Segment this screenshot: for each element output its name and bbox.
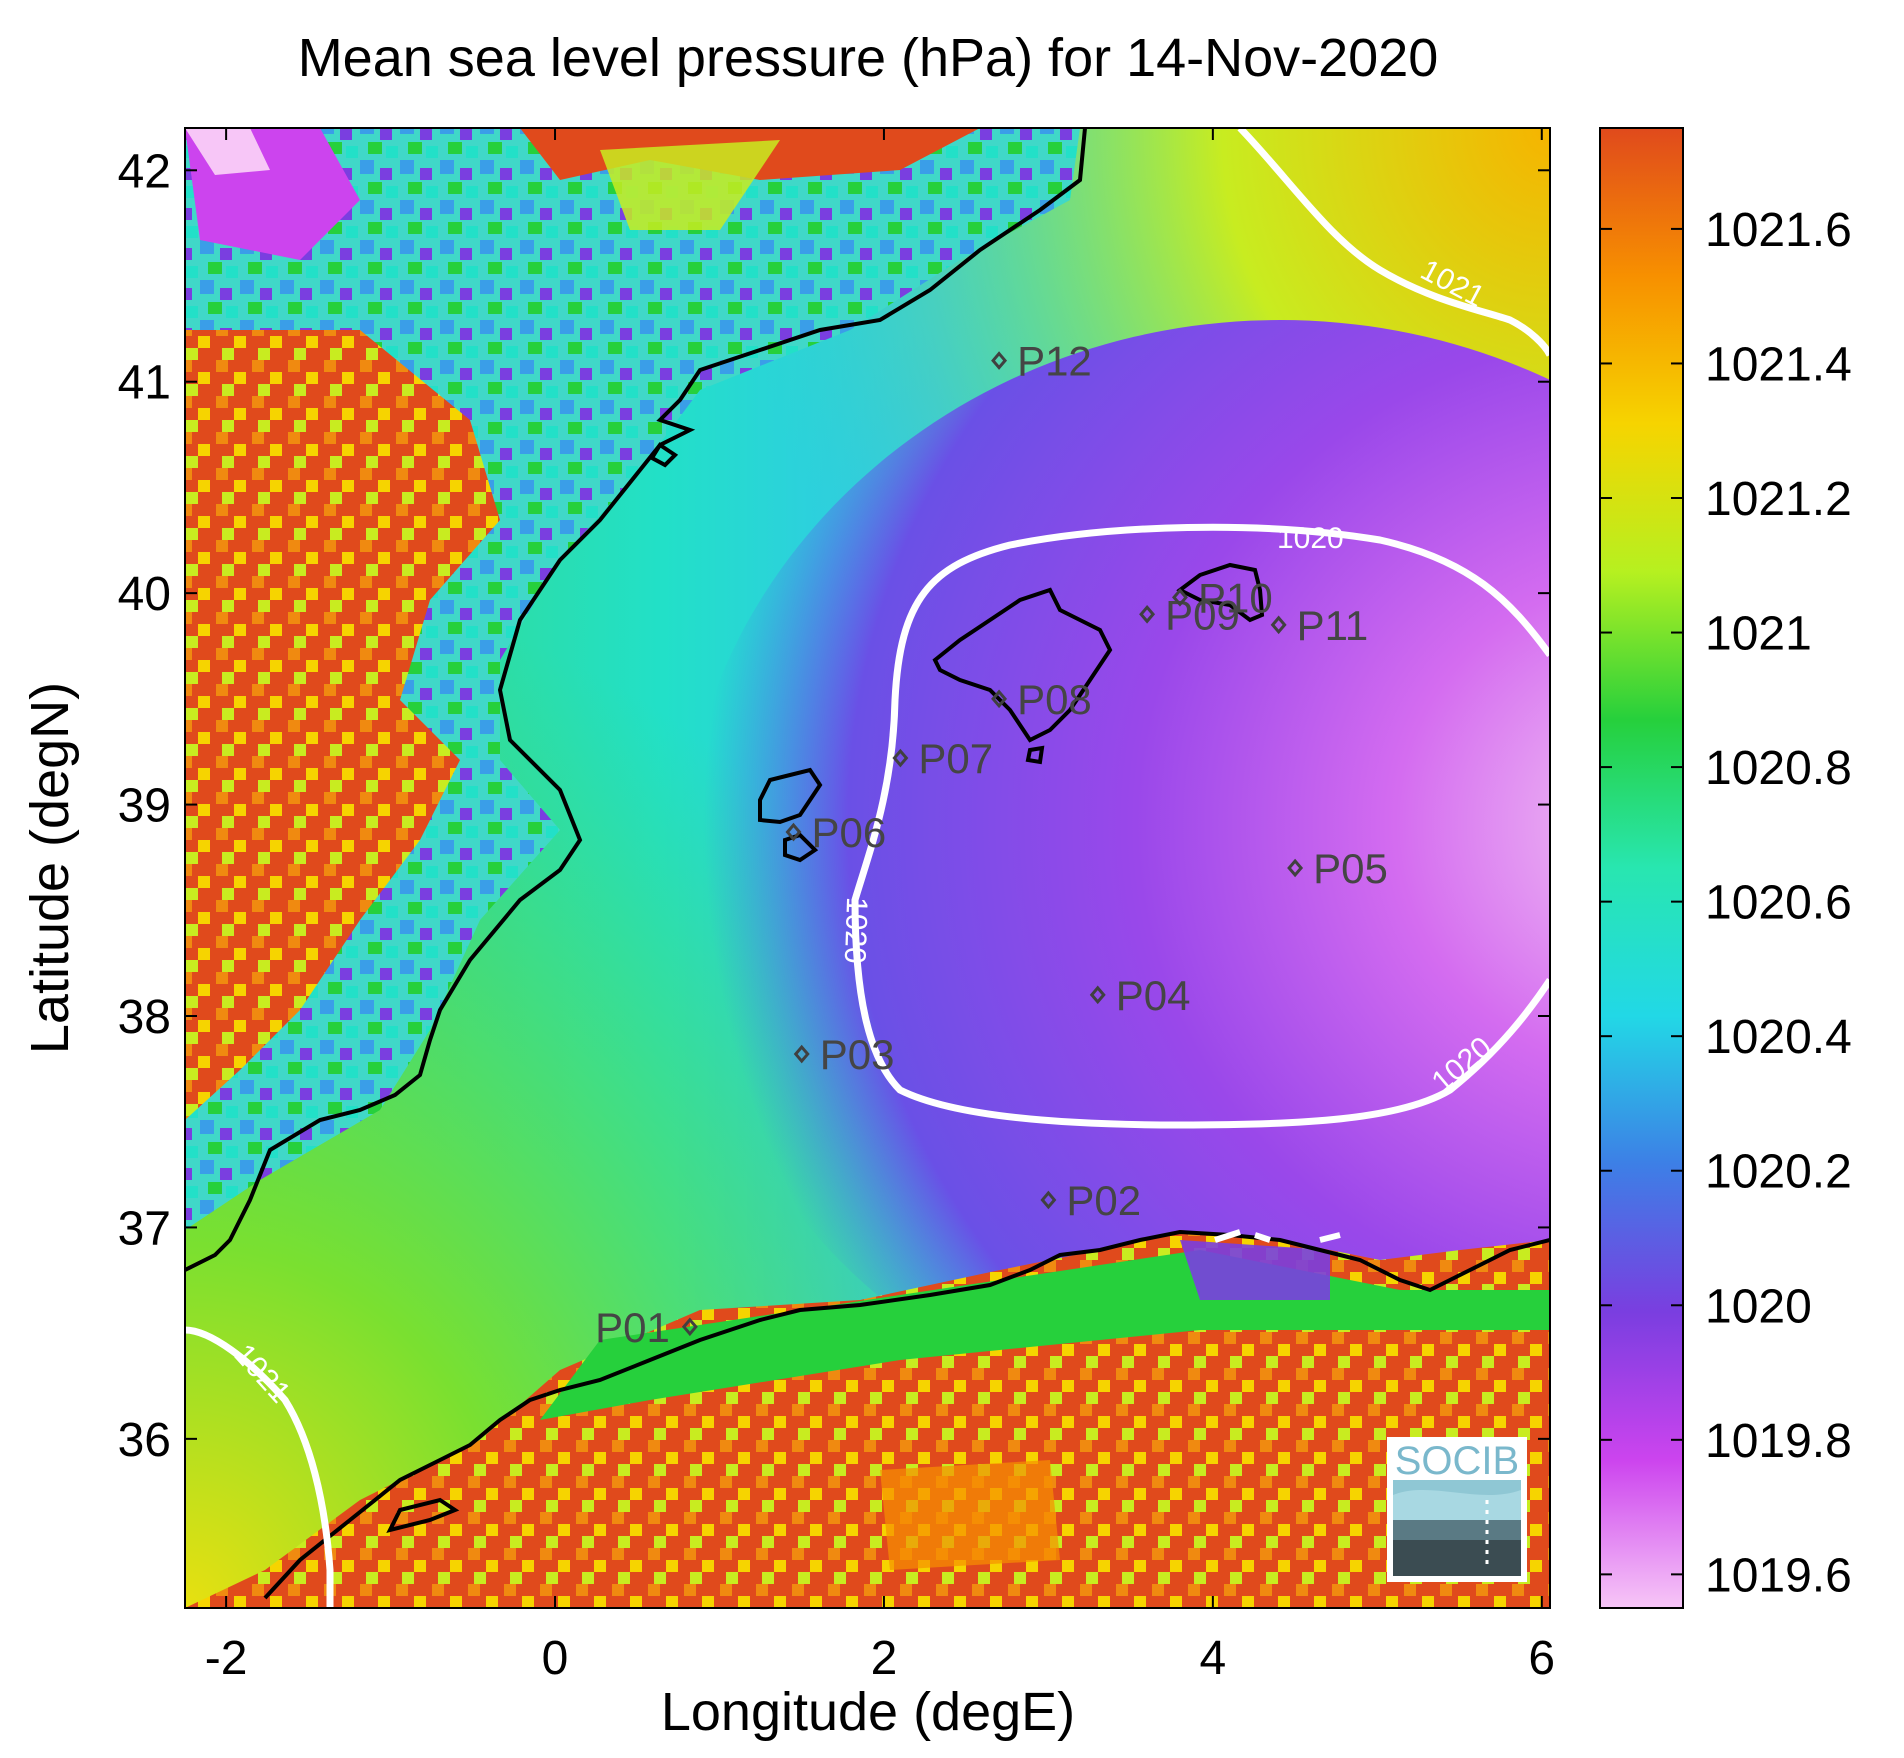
y-tick-label: 41: [118, 357, 171, 410]
x-axis: -2 0 2 4 6: [205, 128, 1555, 1685]
coastlines: [185, 128, 1550, 1600]
colorbar-tick-label: 1020: [1705, 1280, 1812, 1333]
station-label: P03: [820, 1031, 895, 1078]
station-label: P08: [1017, 676, 1092, 723]
station-label: P11: [1297, 602, 1369, 649]
colorbar-tick-label: 1021.4: [1705, 338, 1852, 391]
colorbar-tick-label: 1019.6: [1705, 1549, 1852, 1602]
station-marker: [793, 1044, 810, 1064]
y-tick-label: 38: [118, 991, 171, 1044]
station-marker: [1089, 985, 1106, 1005]
station-label: P02: [1066, 1177, 1141, 1224]
station-label: P09: [1165, 591, 1240, 638]
station-label: P06: [811, 809, 886, 856]
colorbar: 1021.6 1021.4 1021.2 1021 1020.8 1020.6 1020.4…: [1599, 127, 1852, 1609]
contour-label: 1020: [1277, 522, 1344, 555]
y-axis: 42 41 40 39 38 37 36: [118, 145, 1550, 1467]
contour-label: 1020: [838, 896, 873, 964]
colorbar-tick-label: 1020.4: [1705, 1011, 1852, 1064]
pressure-contours: [185, 128, 1550, 1608]
plot-frame: [184, 127, 1551, 1609]
colorbar-tick-label: 1020.6: [1705, 877, 1852, 930]
y-tick-label: 40: [118, 568, 171, 621]
map-title: Mean sea level pressure (hPa) for 14-Nov…: [298, 28, 1439, 88]
x-tick-label: 6: [1528, 1632, 1555, 1685]
station-label: P01: [595, 1304, 670, 1351]
station-label: P07: [918, 735, 993, 782]
colorbar-tick-label: 1021.6: [1705, 204, 1852, 257]
station-marker: [892, 748, 909, 768]
x-tick-label: 4: [1200, 1632, 1227, 1685]
y-axis-label: Latitude (degN): [20, 682, 80, 1054]
ibiza-coastline: [758, 767, 823, 825]
contour-1020: [851, 523, 1550, 1129]
colorbar-tick-label: 1020.2: [1705, 1146, 1852, 1199]
station-label: P05: [1313, 845, 1388, 892]
station-marker: [681, 1317, 698, 1337]
x-tick-label: -2: [205, 1632, 248, 1685]
x-tick-label: 2: [871, 1632, 898, 1685]
colorbar-tick-label: 1020.8: [1705, 742, 1852, 795]
station-label: P12: [1017, 338, 1092, 385]
colorbar-tick-label: 1019.8: [1705, 1415, 1852, 1468]
x-axis-label: Longitude (degE): [661, 1682, 1075, 1742]
colorbar-tick-label: 1021.2: [1705, 473, 1852, 526]
station-marker: [1287, 858, 1304, 878]
colorbar-ticks: 1021.6 1021.4 1021.2 1021 1020.8 1020.6 1020.4…: [1600, 204, 1852, 1602]
station-marker: [991, 351, 1008, 370]
station-marker: [1270, 615, 1287, 635]
station-marker: [1139, 604, 1156, 624]
contour-1021-ne: [1237, 128, 1550, 357]
socib-logo-text: SOCIB: [1395, 1439, 1519, 1483]
station-marker: [1040, 1190, 1057, 1210]
socib-logo: SOCIB: [1387, 1437, 1527, 1582]
y-tick-label: 37: [118, 1202, 171, 1255]
y-tick-label: 39: [118, 780, 171, 833]
station-marker: [991, 689, 1008, 709]
y-tick-label: 36: [118, 1414, 171, 1467]
contour-1021-sw: [185, 1326, 334, 1608]
mallorca-coastline: [932, 587, 1113, 743]
station-marker: [785, 822, 802, 842]
x-tick-label: 0: [542, 1632, 569, 1685]
station-label: P10: [1198, 574, 1273, 621]
africa-coastline: [263, 1229, 1550, 1600]
colorbar-tick-label: 1021: [1705, 608, 1812, 661]
station-label: P04: [1116, 972, 1191, 1019]
iberia-interior-high: [185, 330, 500, 1120]
colorbar-gradient: [1599, 127, 1684, 1609]
station-marker: [1171, 588, 1188, 607]
iberia-coastline: [185, 128, 1087, 1272]
menorca-coastline: [1176, 562, 1265, 623]
y-tick-label: 42: [118, 145, 171, 198]
